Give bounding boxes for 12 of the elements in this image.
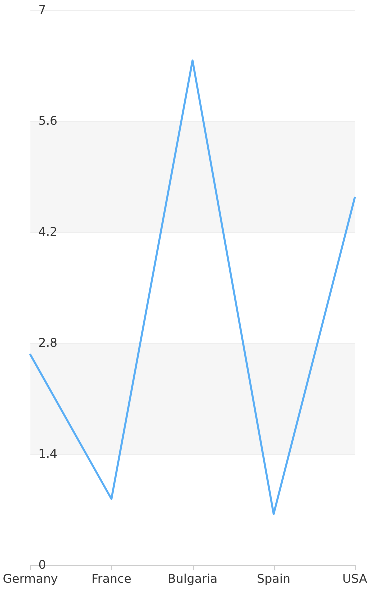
- y-tick-label: 0: [38, 558, 46, 572]
- y-tick-label: 7: [38, 3, 46, 17]
- y-tick-label: 1.4: [38, 447, 58, 461]
- x-tick-label: Bulgaria: [168, 572, 218, 586]
- y-tick-label: 5.6: [38, 114, 58, 128]
- x-tick-label: USA: [342, 572, 368, 586]
- x-tick-label: France: [92, 572, 132, 586]
- x-tick-label: Germany: [3, 572, 58, 586]
- x-tick-label: Spain: [257, 572, 291, 586]
- line-series: [30, 60, 356, 516]
- y-tick-label: 2.8: [38, 336, 58, 350]
- y-tick-label: 4.2: [38, 225, 58, 239]
